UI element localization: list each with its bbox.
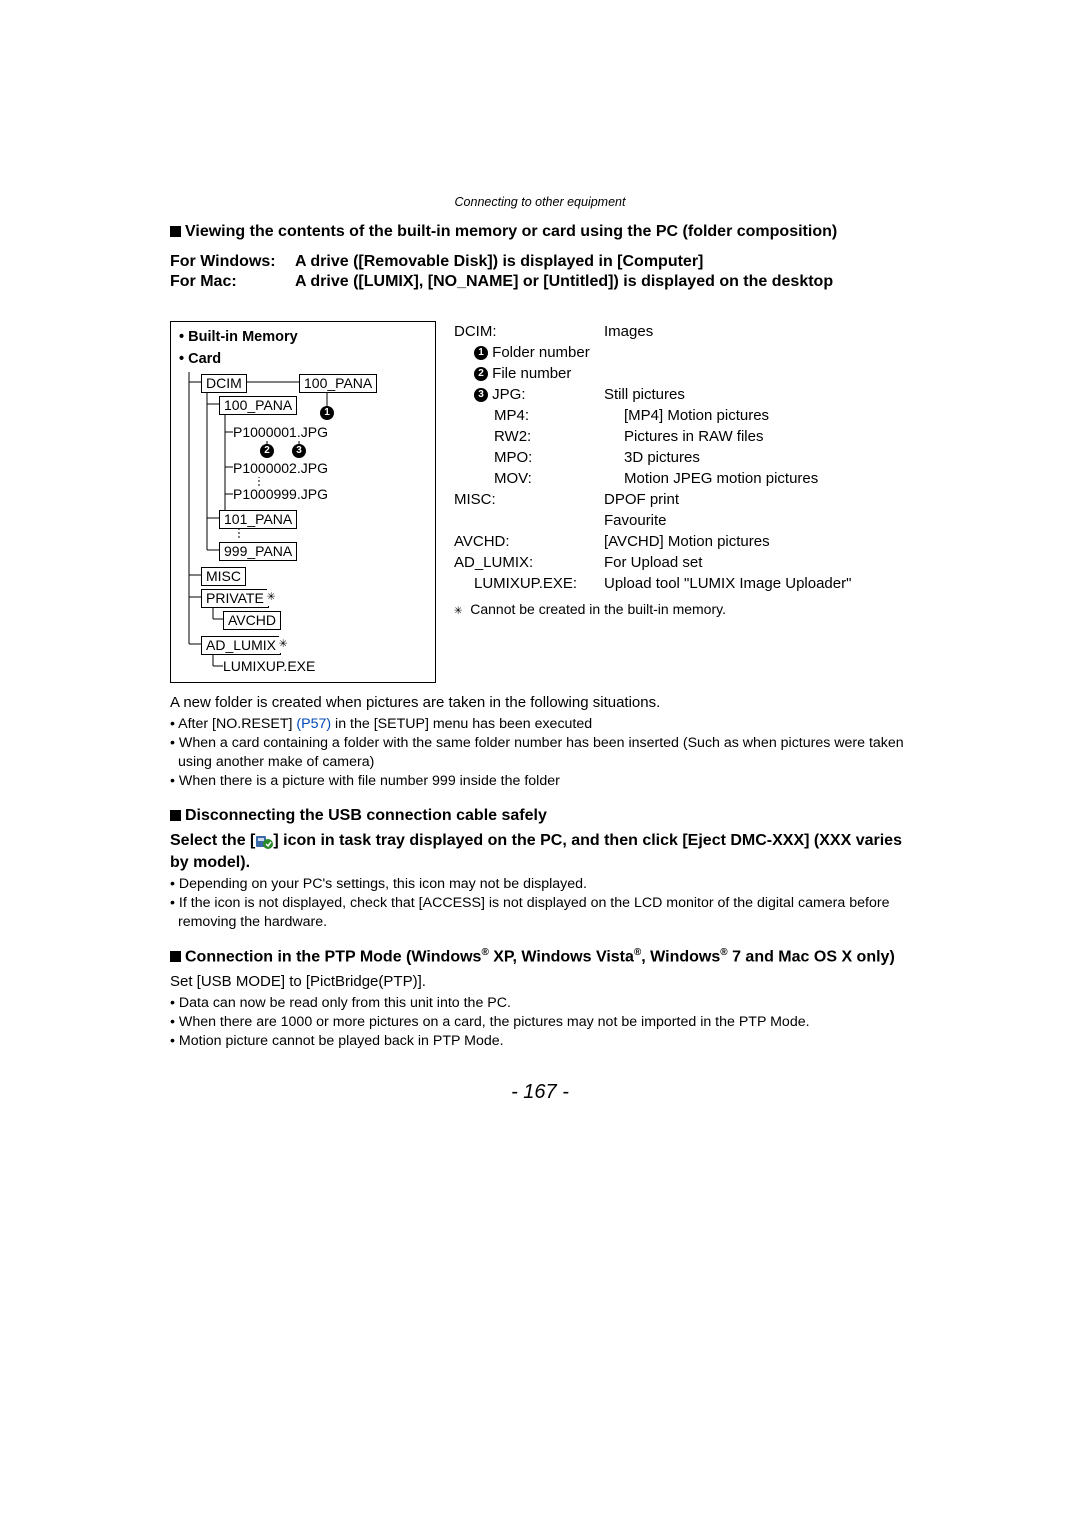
num-3-icon: 3 (474, 388, 488, 402)
ptp-body: Set [USB MODE] to [PictBridge(PTP)]. (170, 972, 910, 992)
star-adlumix: ✳ (279, 636, 287, 654)
def-fav-v: Favourite (604, 510, 910, 531)
def-mov-v: Motion JPEG motion pictures (624, 468, 910, 489)
def-dcim-v: Images (604, 321, 910, 342)
node-adlumix: AD_LUMIX (201, 636, 281, 655)
disconnect-bullets: • Depending on your PC's settings, this … (170, 875, 910, 932)
reg-icon-3: ® (720, 947, 727, 958)
definitions-column: DCIM:Images 1 Folder number 2 File numbe… (454, 321, 910, 683)
tree-lines (179, 372, 427, 672)
node-100pana: 100_PANA (219, 396, 297, 415)
num-2-icon: 2 (474, 367, 488, 381)
newfolder-bullets: • After [NO.RESET] (P57) in the [SETUP] … (170, 715, 910, 791)
disconnect-body: Select the [ ] icon in task tray display… (170, 830, 910, 873)
def-file-num: File number (492, 365, 571, 382)
section-viewing: Viewing the contents of the built-in mem… (170, 221, 910, 243)
node-misc: MISC (201, 567, 246, 586)
nf-bullet-1: • After [NO.RESET] (P57) in the [SETUP] … (170, 715, 910, 734)
def-adlumix-k: AD_LUMIX: (454, 552, 604, 573)
def-dcim-k: DCIM: (454, 321, 604, 342)
file-lumixup: LUMIXUP.EXE (223, 658, 315, 676)
platform-mac-text: A drive ([LUMIX], [NO_NAME] or [Untitled… (295, 273, 910, 291)
node-999pana: 999_PANA (219, 542, 297, 561)
nf-bullet-3: • When there is a picture with file numb… (170, 772, 910, 791)
file-2: P1000002.JPG (233, 460, 328, 478)
section-viewing-text: Viewing the contents of the built-in mem… (185, 223, 837, 240)
page-number: - 167 - (170, 1081, 910, 1104)
callout-2-icon: 2 (260, 444, 274, 458)
def-rw2-k: RW2: (454, 426, 624, 447)
ptp-bullet-2: • When there are 1000 or more pictures o… (170, 1013, 910, 1032)
builtin-memory-label: • Built-in Memory (179, 328, 427, 346)
def-mpo-v: 3D pictures (624, 447, 910, 468)
reg-icon-1: ® (481, 947, 488, 958)
nf-bullet-2: • When a card containing a folder with t… (170, 734, 910, 772)
node-101pana: 101_PANA (219, 510, 297, 529)
platform-mac-row: For Mac: A drive ([LUMIX], [NO_NAME] or … (170, 273, 910, 291)
def-avchd-v: [AVCHD] Motion pictures (604, 531, 910, 552)
def-avchd-k: AVCHD: (454, 531, 604, 552)
platform-mac-label: For Mac: (170, 273, 295, 291)
dc-bullet-2: • If the icon is not displayed, check th… (170, 894, 910, 932)
platform-windows-text: A drive ([Removable Disk]) is displayed … (295, 253, 910, 271)
platform-windows-label: For Windows: (170, 253, 295, 271)
link-p57[interactable]: (P57) (296, 716, 331, 732)
newfolder-text: A new folder is created when pictures ar… (170, 693, 910, 713)
ptp-heading: Connection in the PTP Mode (Windows® XP,… (170, 946, 910, 968)
square-bullet-icon-2 (170, 810, 181, 821)
ptp-bullet-1: • Data can now be read only from this un… (170, 994, 910, 1013)
star-note: ✳ Cannot be created in the built-in memo… (454, 600, 910, 622)
node-private: PRIVATE (201, 589, 269, 608)
node-100pana-balloon: 100_PANA (299, 374, 377, 393)
def-jpg-k: JPG: (492, 386, 525, 403)
tray-eject-icon (255, 833, 273, 849)
folder-tree: DCIM 100_PANA 1 100_PANA P1000001.JPG 2 … (179, 372, 427, 672)
breadcrumb: Connecting to other equipment (170, 195, 910, 209)
node-avchd: AVCHD (223, 611, 281, 630)
def-misc-k: MISC: (454, 489, 604, 510)
def-mpo-k: MPO: (454, 447, 624, 468)
ptp-bullet-3: • Motion picture cannot be played back i… (170, 1032, 910, 1051)
callout-3-icon: 3 (292, 444, 306, 458)
dc-bullet-1: • Depending on your PC's settings, this … (170, 875, 910, 894)
def-rw2-v: Pictures in RAW files (624, 426, 910, 447)
def-adlumix-v: For Upload set (604, 552, 910, 573)
disconnect-heading: Disconnecting the USB connection cable s… (170, 805, 910, 827)
def-folder-num: Folder number (492, 344, 590, 361)
def-mp4-v: [MP4] Motion pictures (624, 405, 910, 426)
def-jpg-v: Still pictures (604, 384, 910, 405)
node-dcim: DCIM (201, 374, 247, 393)
ptp-bullets: • Data can now be read only from this un… (170, 994, 910, 1051)
square-bullet-icon (170, 226, 181, 237)
callout-1-icon: 1 (320, 406, 334, 420)
card-label: • Card (179, 350, 427, 368)
def-mov-k: MOV: (454, 468, 624, 489)
def-lumixup-k: LUMIXUP.EXE: (454, 573, 604, 594)
file-3: P1000999.JPG (233, 486, 328, 504)
star-private: ✳ (267, 589, 275, 607)
square-bullet-icon-3 (170, 951, 181, 962)
platform-windows-row: For Windows: A drive ([Removable Disk]) … (170, 253, 910, 271)
def-misc-v: DPOF print (604, 489, 910, 510)
file-1: P1000001.JPG (233, 424, 328, 442)
def-mp4-k: MP4: (454, 405, 624, 426)
folder-tree-box: • Built-in Memory • Card (170, 321, 436, 683)
num-1-icon: 1 (474, 346, 488, 360)
def-lumixup-v: Upload tool "LUMIX Image Uploader" (604, 573, 910, 594)
